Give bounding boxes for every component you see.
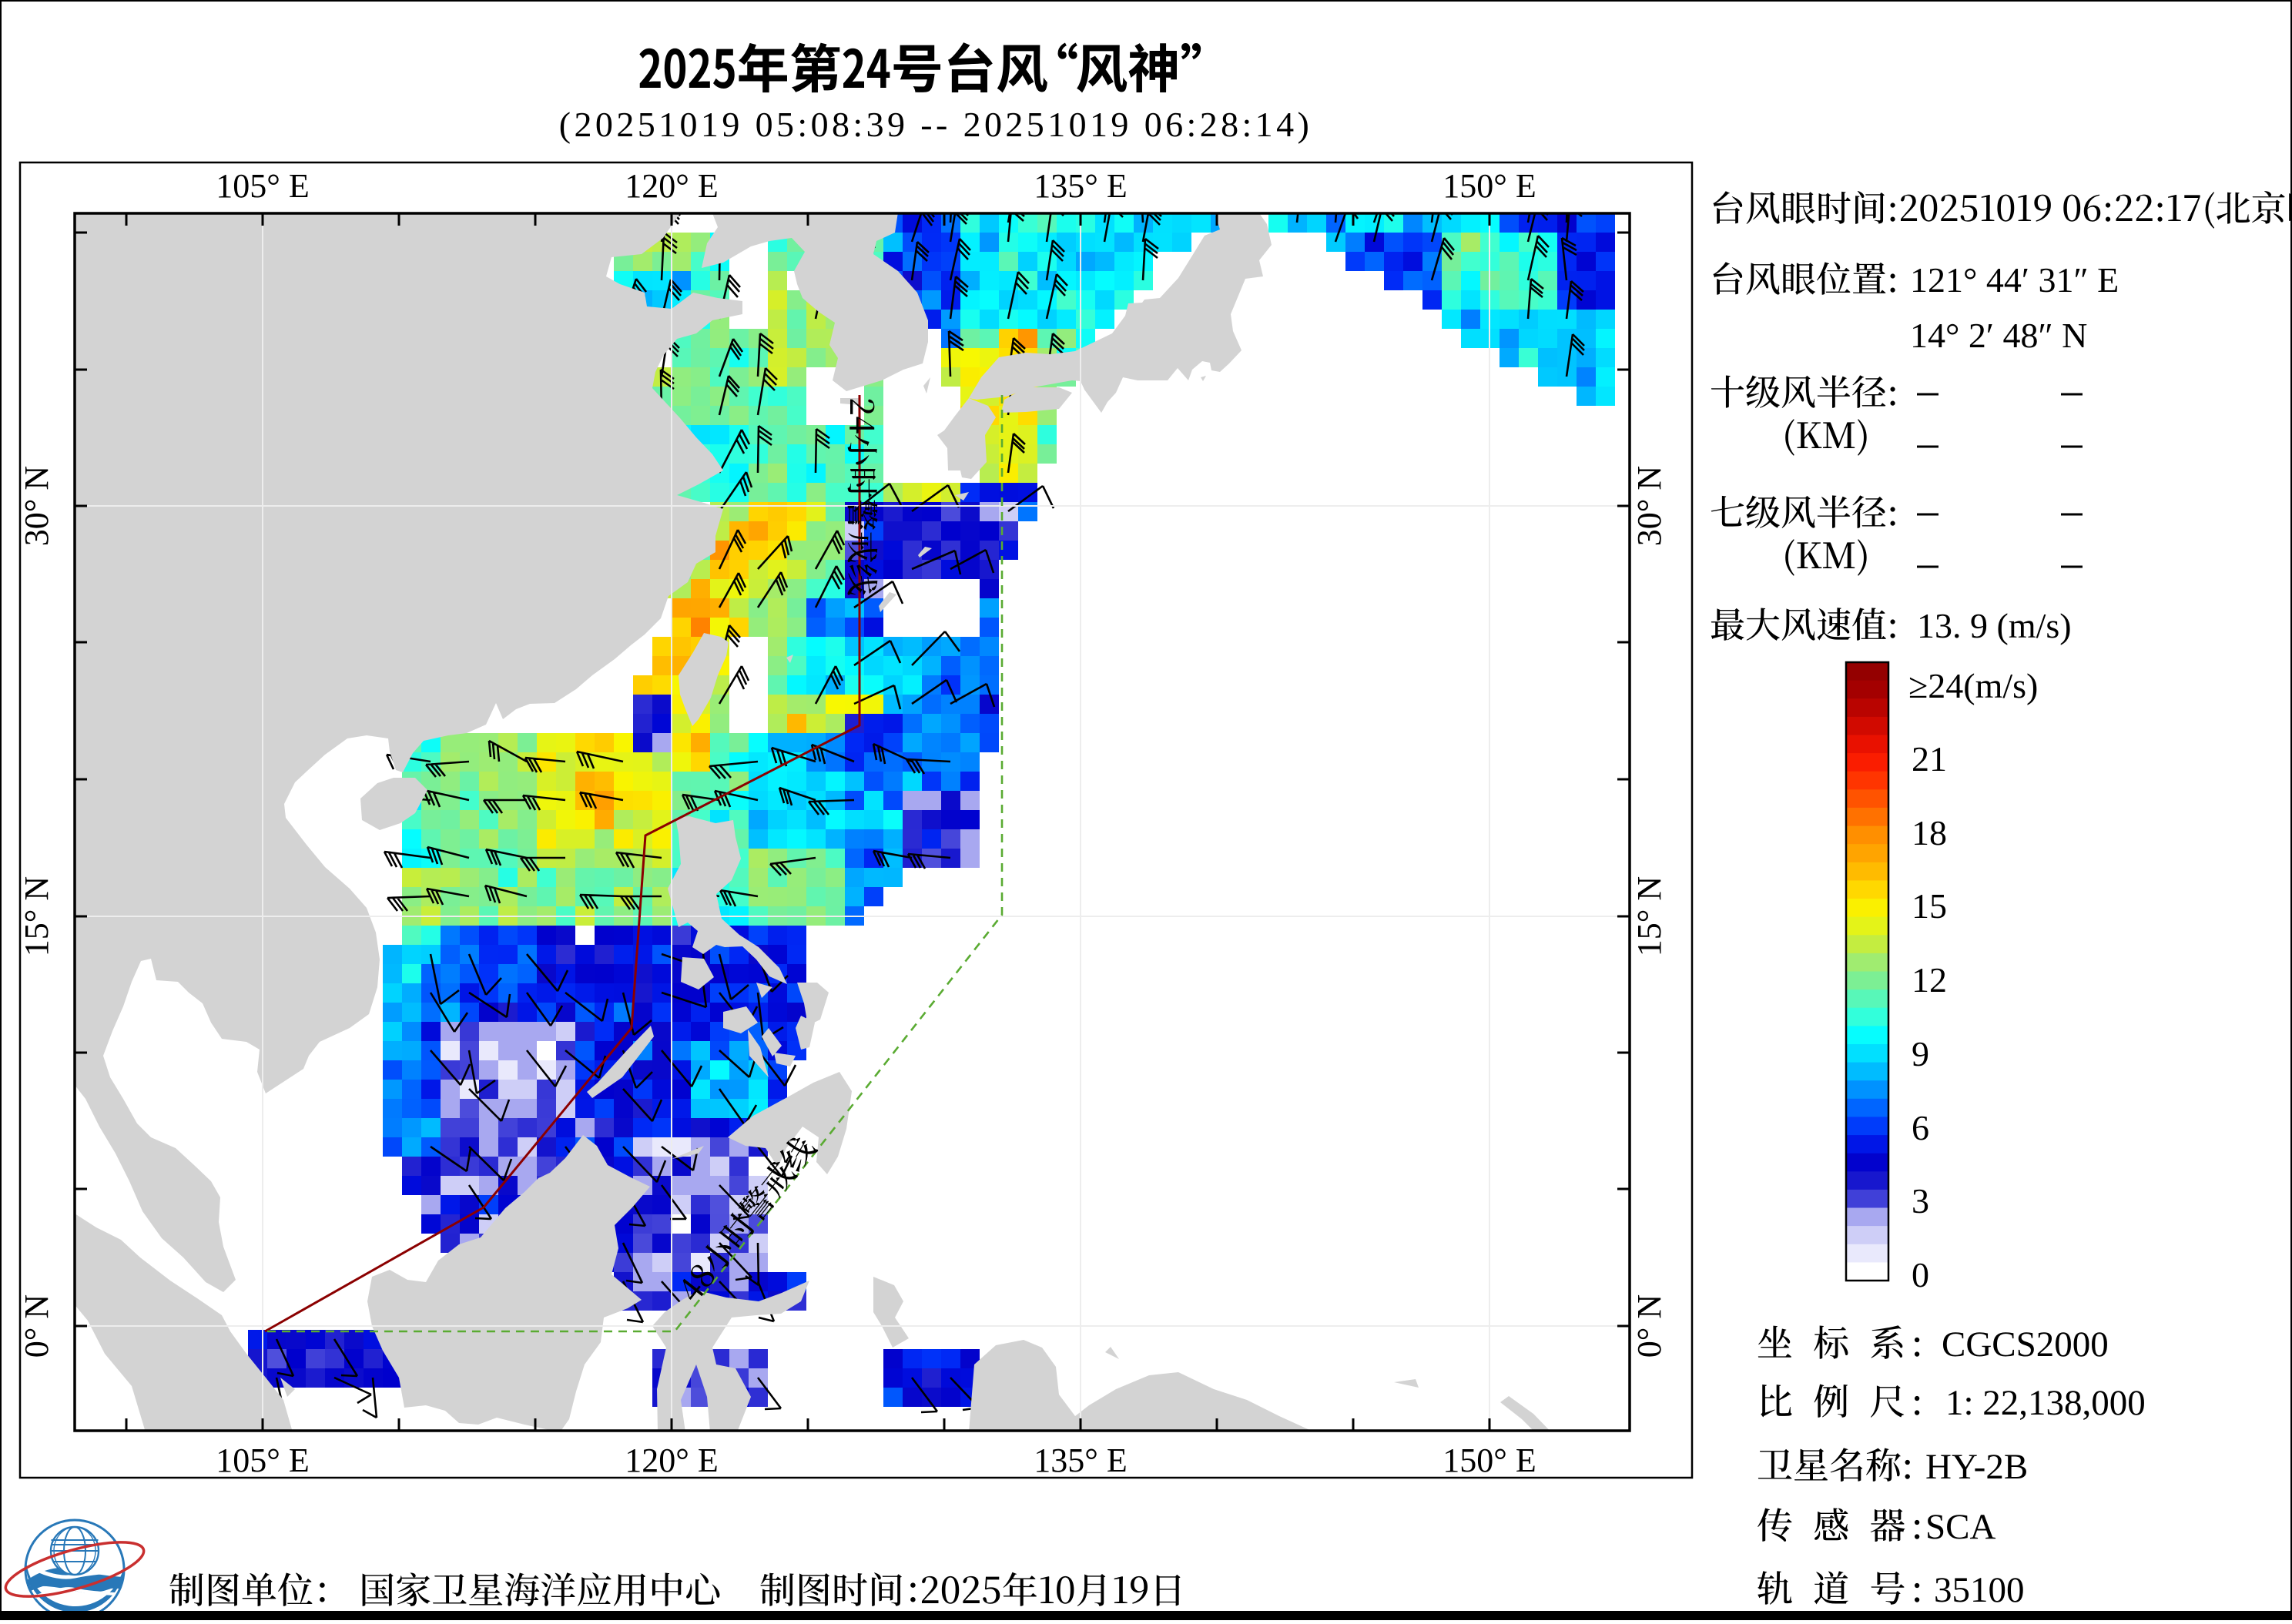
svg-text:120° E: 120° E [625,1442,718,1479]
svg-text:135° E: 135° E [1034,1442,1127,1479]
svg-text:3: 3 [1912,1181,1929,1221]
svg-text:135° E: 135° E [1034,167,1127,205]
svg-text:(20251019 05:08:39 -- 20251019: (20251019 05:08:39 -- 20251019 06:28:14) [559,105,1312,144]
svg-text:15: 15 [1912,886,1947,926]
svg-text:150° E: 150° E [1443,167,1536,205]
svg-text:121° 44′ 31″ E: 121° 44′ 31″ E [1910,260,2119,300]
svg-text:15° N: 15° N [1630,876,1668,956]
svg-text:SCA: SCA [1925,1507,1995,1547]
svg-text:12: 12 [1912,960,1947,1000]
svg-text:150° E: 150° E [1443,1442,1536,1479]
svg-text:30° N: 30° N [1630,466,1668,546]
svg-text:9: 9 [1912,1034,1929,1073]
svg-text:120° E: 120° E [625,167,718,205]
svg-text:6: 6 [1912,1108,1929,1147]
svg-text:≥24(m/s): ≥24(m/s) [1908,666,2038,705]
svg-text:14° 2′ 48″ N: 14° 2′ 48″ N [1910,316,2087,355]
svg-text:1: 22,138,000: 1: 22,138,000 [1945,1383,2146,1423]
svg-text:13. 9 (m/s): 13. 9 (m/s) [1917,606,2072,645]
svg-text:0° N: 0° N [1630,1294,1668,1358]
svg-text:18: 18 [1912,813,1947,852]
svg-text:35100: 35100 [1934,1570,2025,1610]
svg-text:21: 21 [1912,739,1947,779]
svg-text:105° E: 105° E [216,1442,309,1479]
svg-text:30° N: 30° N [18,466,55,546]
svg-text:HY-2B: HY-2B [1925,1447,2028,1487]
svg-text:CGCS2000: CGCS2000 [1942,1324,2109,1364]
svg-text:15° N: 15° N [18,876,55,956]
svg-text:0° N: 0° N [18,1294,55,1358]
svg-text:0: 0 [1912,1255,1929,1294]
svg-text:105° E: 105° E [216,167,309,205]
